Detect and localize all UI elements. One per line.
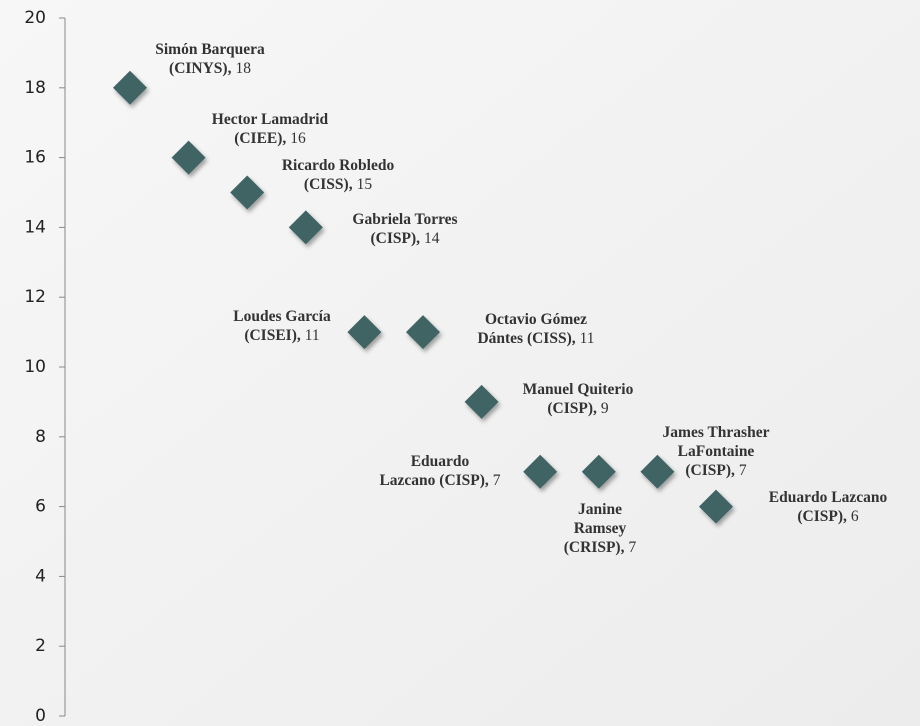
point-name: LaFontaine [678,443,755,460]
point-name: Octavio Gómez [485,311,587,328]
point-label: Janine [578,501,622,518]
y-tick-label: 6 [35,497,46,517]
point-label: (CINYS), 18 [169,60,251,77]
point-name: Manuel Quiterio [523,381,634,398]
point-name: (CISP), [685,462,735,479]
point-label: LaFontaine [678,443,755,460]
point-label: Hector Lamadrid [212,111,329,128]
value-label: 6 [851,508,859,525]
point-label: James Thrasher [663,424,770,441]
point-label: (CIEE), 16 [234,130,306,147]
point-label: Simón Barquera [155,41,265,58]
point-label: Ricardo Robledo [282,157,395,174]
point [406,315,440,350]
value-label: 7 [493,472,501,489]
point-name: Loudes García [233,308,331,325]
point-label: Eduardo Lazcano [769,489,888,506]
value-label: 11 [580,330,595,347]
point-label: Loudes García [233,308,331,325]
point-name: Ramsey [574,520,627,537]
point [523,454,558,489]
value-label: 18 [235,60,251,77]
value-label: 16 [290,130,306,147]
point-name: (CISP), [797,508,847,525]
y-tick-label: 12 [24,287,46,307]
point-name: Janine [578,501,622,518]
point-name: (CINYS), [169,60,232,77]
y-tick-label: 18 [24,78,46,98]
y-tick-label: 16 [24,148,46,168]
point-label: (CRISP), 7 [564,539,637,556]
point-label: (CISP), 9 [547,400,609,417]
point-name: Gabriela Torres [352,211,457,228]
point-label: Eduardo [411,453,470,470]
y-tick-label: 8 [35,427,46,447]
value-label: 14 [424,230,440,247]
value-label: 7 [739,462,747,479]
point-name: (CISP), [547,400,597,417]
point-name: (CISS), [304,176,353,193]
y-tick-label: 2 [35,636,46,656]
y-tick-label: 20 [24,8,46,28]
point-label: Manuel Quiterio [523,381,634,398]
point-label: (CISP), 7 [685,462,747,479]
point-name: James Thrasher [663,424,770,441]
point [171,140,206,175]
point-name: Eduardo Lazcano [769,489,888,506]
point-label: (CISEI), 11 [244,327,319,344]
point [288,210,323,245]
point [347,315,382,350]
point-name: Dántes (CISS), [477,330,575,347]
point [640,454,675,489]
value-label: 11 [305,327,320,344]
point-label: Dántes (CISS), 11 [477,330,594,347]
value-label: 15 [357,176,373,193]
value-label: 7 [628,539,636,556]
point-name: (CISEI), [244,327,301,344]
point-name: (CRISP), [564,539,625,556]
point-name: (CIEE), [234,130,286,147]
point-label: Gabriela Torres [352,211,457,228]
y-tick-label: 10 [24,357,46,377]
y-tick-label: 14 [24,217,46,237]
y-tick-label: 4 [35,566,46,586]
point-label: Ramsey [574,520,627,537]
point-label: (CISS), 15 [304,176,372,193]
point [113,70,147,105]
value-label: 9 [601,400,609,417]
point-name: Hector Lamadrid [212,111,329,128]
point-label: Lazcano (CISP), 7 [379,472,500,489]
point-name: Eduardo [411,453,470,470]
point-name: Lazcano (CISP), [379,472,488,489]
point-label: (CISP), 6 [797,508,859,525]
point-label: (CISP), 14 [370,230,439,247]
point [464,384,499,419]
y-tick-label: 0 [35,706,46,726]
point [230,175,265,210]
point [699,489,733,524]
point-name: Ricardo Robledo [282,157,395,174]
point-name: (CISP), [370,230,420,247]
point [581,454,616,489]
point-name: Simón Barquera [155,41,265,58]
point-label: Octavio Gómez [485,311,587,328]
